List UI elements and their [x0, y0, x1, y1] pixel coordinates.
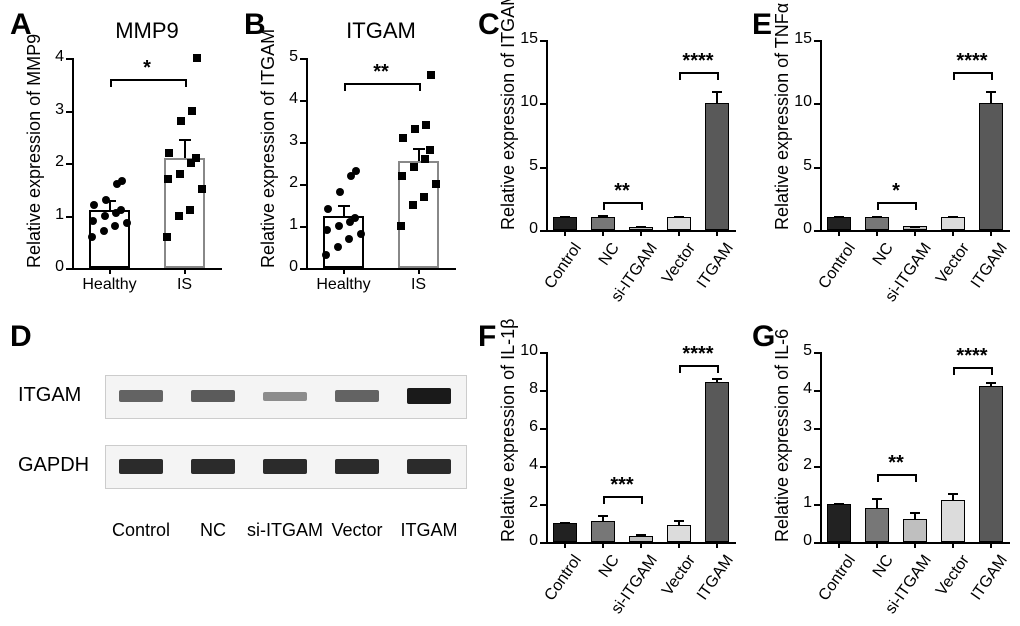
significance-marker: *: [122, 57, 172, 80]
bar: [941, 500, 965, 542]
significance-marker: **: [871, 452, 921, 475]
panel-label-D: D: [10, 320, 32, 354]
blot-band: [407, 459, 452, 474]
data-point: [324, 205, 332, 213]
significance-marker: ****: [673, 343, 723, 366]
blot-band: [335, 390, 380, 402]
data-point: [102, 196, 110, 204]
bar: [827, 217, 851, 230]
y-axis-label: Relative expression of MMP9: [24, 34, 45, 268]
significance-marker: ***: [597, 474, 647, 497]
panel-label-F: F: [478, 320, 496, 354]
data-point: [177, 117, 185, 125]
blot-lane-label: ITGAM: [389, 520, 469, 541]
data-point: [101, 212, 109, 220]
data-point: [399, 134, 407, 142]
blot-lane-label: si-ITGAM: [245, 520, 325, 541]
blot-lane-label: Vector: [317, 520, 397, 541]
data-point: [90, 201, 98, 209]
data-point: [409, 201, 417, 209]
bar: [667, 525, 691, 542]
data-point: [186, 206, 194, 214]
data-point: [422, 121, 430, 129]
data-point: [411, 125, 419, 133]
data-point: [410, 163, 418, 171]
significance-marker: ****: [673, 50, 723, 73]
blot-band: [263, 392, 308, 401]
bar: [941, 217, 965, 230]
blot-band: [263, 459, 308, 474]
blot-lane-label: Control: [101, 520, 181, 541]
blot-row-label: GAPDH: [18, 454, 89, 477]
data-point: [198, 185, 206, 193]
data-point: [176, 170, 184, 178]
chart-title: ITGAM: [306, 18, 456, 44]
data-point: [432, 180, 440, 188]
significance-marker: ****: [947, 345, 997, 368]
data-point: [118, 177, 126, 185]
blot-band: [335, 459, 380, 474]
data-point: [352, 167, 360, 175]
blot-band: [407, 388, 452, 404]
panel-label-C: C: [478, 8, 500, 42]
data-point: [193, 54, 201, 62]
y-axis-label: Relative expression of ITGAM: [498, 0, 519, 230]
y-axis-label: Relative expression of TNFα: [772, 3, 793, 230]
bar: [553, 217, 577, 230]
x-category-label: Healthy: [75, 276, 145, 294]
data-point: [421, 155, 429, 163]
panel-label-E: E: [752, 8, 772, 42]
x-category-label: IS: [150, 276, 220, 294]
bar: [705, 103, 729, 230]
blot-band: [191, 459, 236, 474]
chart-title: MMP9: [72, 18, 222, 44]
data-point: [351, 214, 359, 222]
bar: [865, 508, 889, 542]
data-point: [188, 107, 196, 115]
data-point: [427, 71, 435, 79]
data-point: [175, 212, 183, 220]
bar: [591, 217, 615, 230]
blot-band: [191, 390, 236, 402]
significance-marker: *: [871, 180, 921, 203]
significance-marker: ****: [947, 50, 997, 73]
bar: [667, 217, 691, 230]
bar: [827, 504, 851, 542]
x-category-label: IS: [384, 276, 454, 294]
data-point: [334, 243, 342, 251]
bar: [553, 523, 577, 542]
data-point: [164, 175, 172, 183]
blot-lane-label: NC: [173, 520, 253, 541]
significance-marker: **: [597, 180, 647, 203]
y-axis-label: Relative expression of IL-1β: [498, 319, 519, 542]
bar: [903, 519, 927, 542]
bar: [705, 382, 729, 542]
y-axis-label: Relative expression of IL-6: [772, 329, 793, 542]
y-axis-label: Relative expression of ITGAM: [258, 29, 279, 268]
data-point: [165, 149, 173, 157]
data-point: [163, 233, 171, 241]
data-point: [335, 222, 343, 230]
significance-marker: **: [356, 61, 406, 84]
bar: [865, 217, 889, 230]
data-point: [192, 154, 200, 162]
data-point: [398, 172, 406, 180]
bar: [979, 103, 1003, 230]
data-point: [336, 188, 344, 196]
bar: [323, 216, 364, 269]
data-point: [89, 217, 97, 225]
blot-band: [119, 459, 164, 474]
bar: [591, 521, 615, 542]
blot-row-label: ITGAM: [18, 384, 81, 407]
data-point: [397, 222, 405, 230]
blot-band: [119, 390, 164, 402]
bar: [979, 386, 1003, 542]
data-point: [420, 193, 428, 201]
x-category-label: Healthy: [309, 276, 379, 294]
data-point: [426, 146, 434, 154]
data-point: [345, 235, 353, 243]
figure-root: ABCDEFGMMP901234Relative expression of M…: [0, 0, 1020, 626]
data-point: [88, 233, 96, 241]
data-point: [100, 227, 108, 235]
